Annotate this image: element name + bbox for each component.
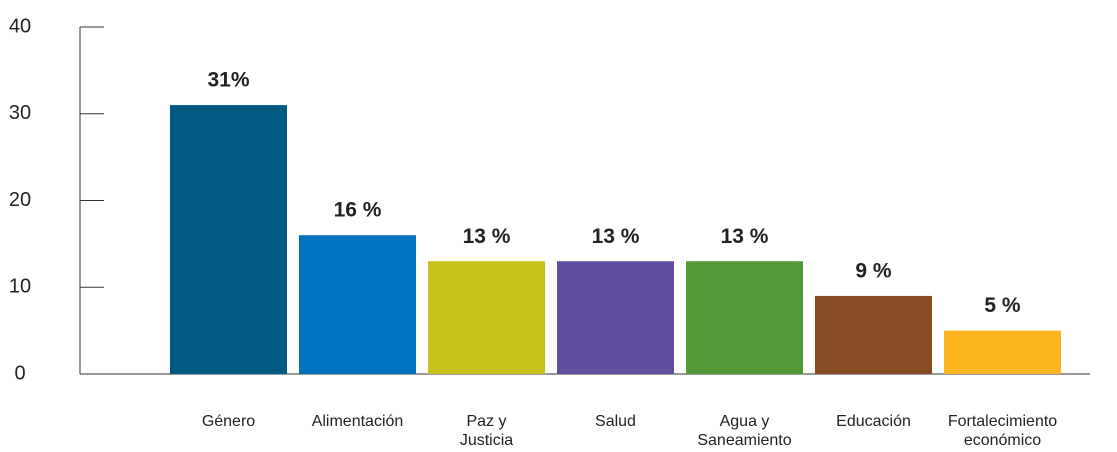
bar xyxy=(170,105,287,374)
value-label: 5 % xyxy=(984,294,1021,317)
value-label: 13 % xyxy=(721,225,769,248)
y-tick-label: 40 xyxy=(9,15,31,37)
x-tick-label: Salud xyxy=(595,413,636,430)
y-tick-label: 20 xyxy=(9,189,31,211)
x-tick-label: Paz y Justicia xyxy=(459,413,514,449)
x-tick-label: Género xyxy=(201,413,256,430)
x-tick-label: Fortalecimiento económico xyxy=(947,413,1058,449)
y-tick-label: 0 xyxy=(14,362,25,384)
bar xyxy=(299,235,416,374)
x-tick-label: Alimentación xyxy=(311,413,404,430)
value-label: 13 % xyxy=(592,225,640,248)
y-tick-label: 30 xyxy=(9,102,31,124)
bar xyxy=(557,261,674,374)
value-label: 13 % xyxy=(463,225,511,248)
bar xyxy=(944,330,1061,374)
x-tick-label: Educación xyxy=(836,413,911,430)
y-tick-label: 10 xyxy=(9,276,31,298)
value-label: 31% xyxy=(207,69,249,92)
x-tick-label: Agua y Saneamiento xyxy=(697,413,792,449)
bar xyxy=(428,261,545,374)
bar xyxy=(686,261,803,374)
value-label: 16 % xyxy=(334,199,382,222)
value-label: 9 % xyxy=(855,259,892,282)
bar xyxy=(815,295,932,374)
